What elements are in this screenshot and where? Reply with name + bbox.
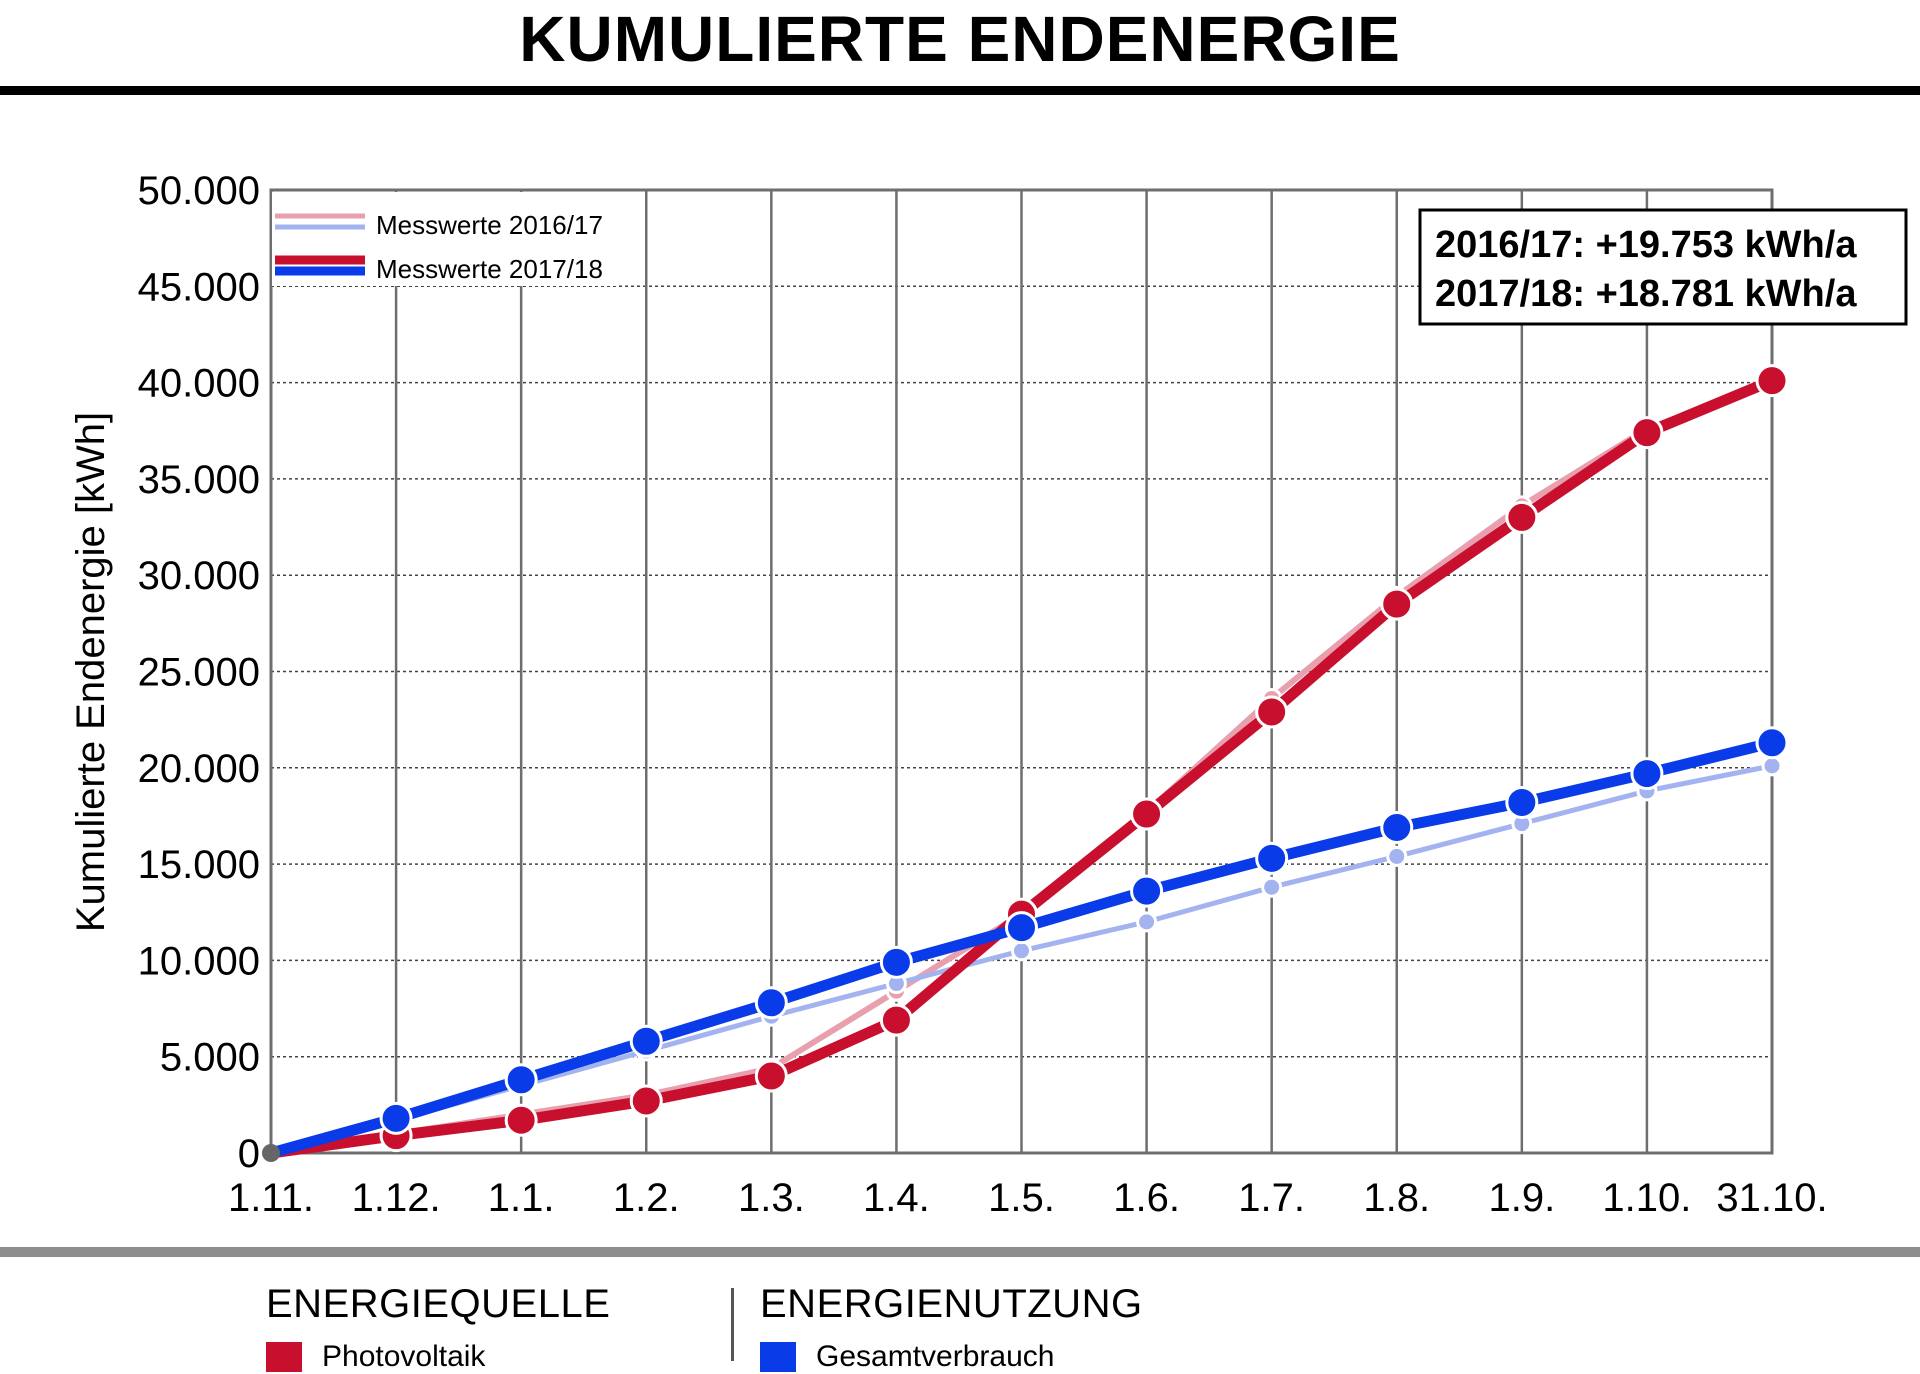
data-point — [1130, 797, 1164, 831]
legend-label: Messwerte 2017/18 — [376, 254, 603, 284]
y-tick-label: 20.000 — [138, 747, 260, 791]
annotation-frame — [1418, 208, 1908, 326]
data-point — [1130, 874, 1164, 908]
axis-layer: 0 5.000 10.000 15.000 20.000 25.000 30.000 35.0… — [69, 169, 1828, 1220]
data-point — [1255, 841, 1289, 875]
legend-gesamtverbrauch: Gesamtverbrauch — [760, 1340, 1054, 1374]
x-tick-label: 1.11. — [228, 1176, 314, 1220]
data-point — [1005, 911, 1038, 945]
data-point — [629, 1024, 663, 1058]
page-title: KUMULIERTE ENDENERGIE — [519, 3, 1401, 75]
annotation-line: 2017/18: +18.781 kWh/a — [1435, 273, 1857, 315]
data-point — [1380, 587, 1414, 621]
annotation-box: 2016/17: +19.753 kWh/a 2017/18: +18.781 k… — [1418, 208, 1908, 326]
data-point — [1755, 364, 1789, 398]
y-axis-label: Kumulierte Endenergie [kWh] — [69, 412, 113, 932]
data-point — [1136, 911, 1158, 933]
gesamtverbrauch-label: Gesamtverbrauch — [816, 1340, 1055, 1373]
y-tick-label: 25.000 — [138, 651, 260, 695]
data-point — [879, 945, 913, 979]
y-tick-label: 35.000 — [138, 458, 260, 502]
y-tick-label: 0 — [238, 1132, 260, 1176]
chart-legend: Messwerte 2016/17 Messwerte 2017/18 — [272, 192, 618, 286]
y-tick-label: 50.000 — [138, 169, 260, 213]
y-tick-label: 10.000 — [138, 939, 260, 983]
data-point — [1011, 940, 1032, 962]
data-point — [1761, 755, 1783, 777]
energiequelle-heading: ENERGIEQUELLE — [266, 1282, 611, 1326]
legend-photovoltaik: Photovoltaik — [266, 1340, 485, 1374]
legend-label: Messwerte 2016/17 — [376, 210, 603, 240]
y-tick-label: 30.000 — [138, 554, 260, 598]
data-point — [1380, 811, 1414, 845]
data-point — [504, 1103, 538, 1137]
annotation-line: 2016/17: +19.753 kWh/a — [1435, 224, 1857, 266]
x-tick-label: 1.12. — [352, 1176, 441, 1220]
x-tick-label: 1.2. — [613, 1176, 680, 1220]
origin-point — [262, 1144, 280, 1162]
y-tick-label: 15.000 — [138, 843, 260, 887]
section-rule — [0, 1247, 1920, 1257]
energienutzung-heading: ENERGIENUTZUNG — [760, 1282, 1143, 1326]
series-layer — [262, 364, 1789, 1162]
data-point — [629, 1084, 663, 1118]
x-tick-label: 31.10. — [1716, 1176, 1827, 1220]
data-point — [1505, 785, 1539, 819]
x-tick-label: 1.6. — [1113, 1176, 1180, 1220]
x-tick-label: 1.10. — [1602, 1176, 1691, 1220]
y-tick-label: 40.000 — [138, 362, 260, 406]
data-point — [1630, 416, 1664, 450]
gesamtverbrauch-swatch — [760, 1342, 796, 1372]
title-rule — [0, 86, 1920, 95]
x-tick-label: 1.3. — [738, 1176, 805, 1220]
data-point — [1255, 695, 1289, 729]
data-point — [879, 1003, 913, 1037]
data-point — [754, 986, 788, 1020]
grid-layer — [269, 188, 1774, 1155]
data-point — [1630, 757, 1664, 791]
data-point — [754, 1059, 788, 1093]
y-tick-label: 5.000 — [160, 1036, 260, 1080]
x-tick-label: 1.5. — [988, 1176, 1055, 1220]
x-tick-label: 1.9. — [1488, 1176, 1555, 1220]
data-point — [1386, 845, 1408, 867]
data-point — [1755, 726, 1789, 760]
data-point — [1505, 500, 1539, 534]
data-point — [504, 1063, 538, 1097]
data-point — [379, 1101, 413, 1135]
y-tick-label: 45.000 — [138, 265, 260, 309]
x-tick-label: 1.7. — [1238, 1176, 1305, 1220]
section-divider — [731, 1288, 734, 1361]
plot-frame — [269, 188, 1774, 1155]
photovoltaik-swatch — [266, 1342, 302, 1372]
line-chart: 0 5.000 10.000 15.000 20.000 25.000 30.000 35.0… — [69, 169, 1908, 1220]
data-point — [1261, 876, 1283, 898]
x-tick-label: 1.1. — [488, 1176, 555, 1220]
x-tick-label: 1.8. — [1363, 1176, 1430, 1220]
x-tick-label: 1.4. — [863, 1176, 930, 1220]
photovoltaik-label: Photovoltaik — [322, 1340, 486, 1373]
